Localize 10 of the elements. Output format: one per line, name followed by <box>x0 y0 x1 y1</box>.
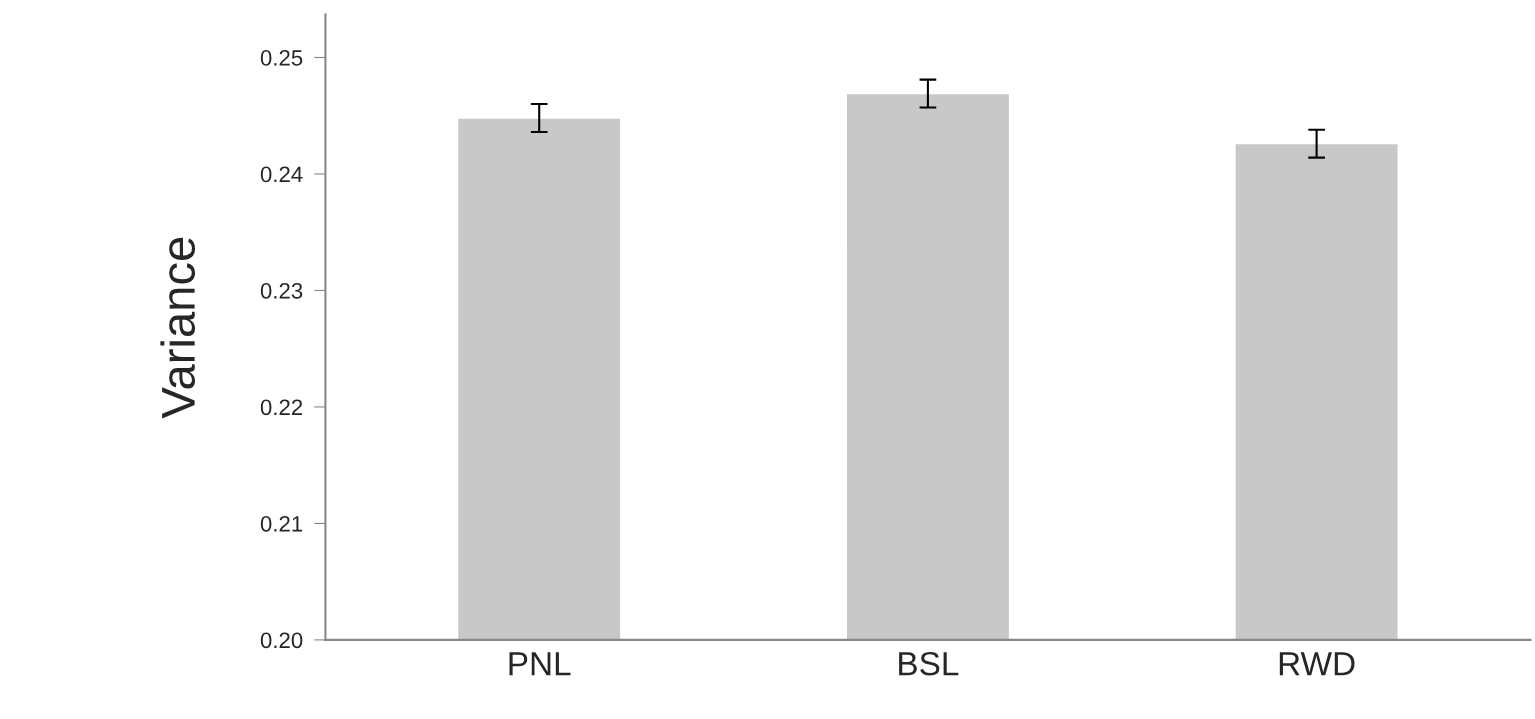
x-tick-label: RWD <box>1279 652 1355 676</box>
y-tick-label: 0.20 <box>260 632 303 649</box>
y-axis-title: Variance <box>160 237 196 419</box>
y-tick-label: 0.22 <box>260 399 303 416</box>
y-tick-label: 0.23 <box>260 282 303 299</box>
x-tick-label: BSL <box>899 651 959 676</box>
y-tick-label: 0.21 <box>260 515 303 532</box>
x-tick-label: PNL <box>509 652 571 676</box>
y-tick-label: 0.24 <box>260 166 303 183</box>
y-tick-label: 0.25 <box>260 50 303 66</box>
